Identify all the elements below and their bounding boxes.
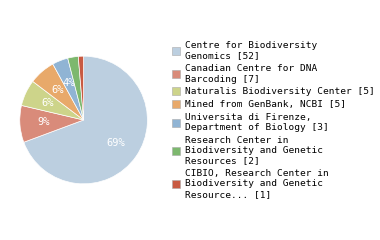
- Wedge shape: [78, 56, 84, 120]
- Wedge shape: [20, 105, 84, 142]
- Legend: Centre for Biodiversity
Genomics [52], Canadian Centre for DNA
Barcoding [7], Na: Centre for Biodiversity Genomics [52], C…: [172, 41, 375, 199]
- Wedge shape: [33, 64, 84, 120]
- Text: 69%: 69%: [107, 138, 125, 148]
- Wedge shape: [24, 56, 147, 184]
- Text: 6%: 6%: [41, 98, 54, 108]
- Wedge shape: [68, 56, 84, 120]
- Wedge shape: [53, 58, 84, 120]
- Text: 9%: 9%: [38, 118, 50, 127]
- Text: 4%: 4%: [63, 78, 75, 88]
- Wedge shape: [21, 81, 84, 120]
- Text: 6%: 6%: [51, 85, 64, 95]
